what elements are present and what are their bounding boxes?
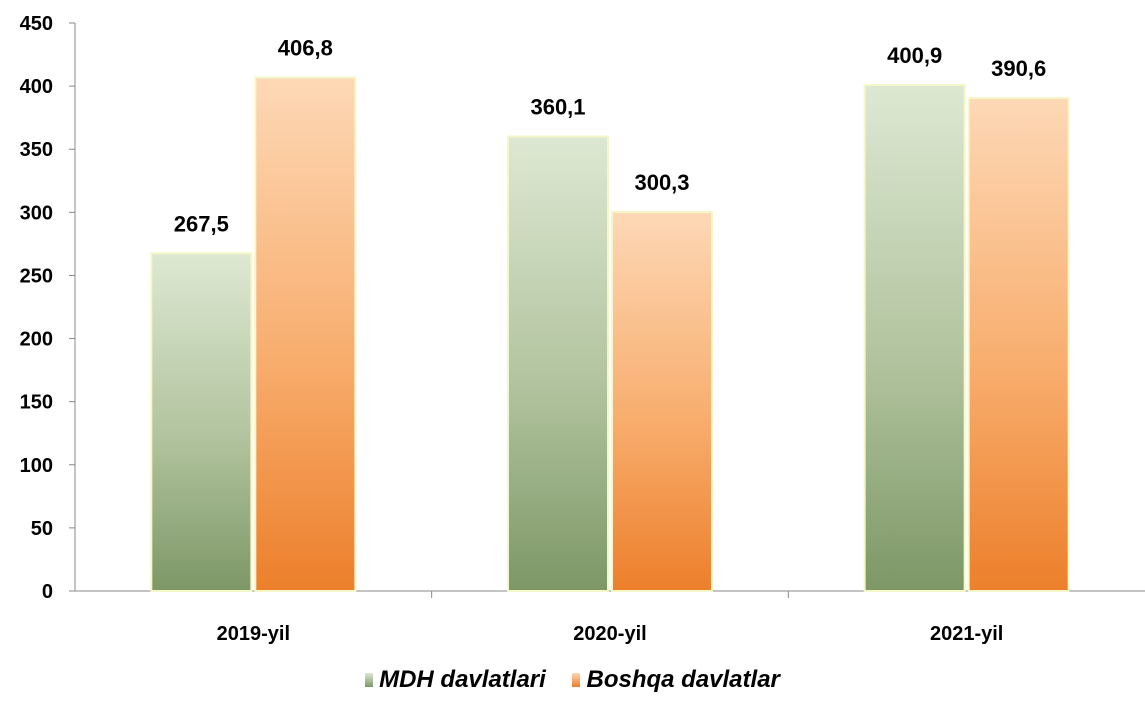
bar-mdh [150,252,253,592]
y-tick-label: 100 [20,455,53,477]
legend-swatch-boshqa [572,673,581,687]
data-label: 267,5 [174,211,229,236]
bar-boshqa [967,96,1070,592]
data-label: 400,9 [887,43,942,68]
data-labels: 267,5 406,8 360,1 300,3 400,9 390,6 [174,36,1046,237]
y-tick-label: 400 [20,76,53,98]
bar-mdh [507,135,609,592]
data-label: 300,3 [634,170,689,195]
y-tick-label: 150 [20,392,53,414]
legend-label-boshqa: Boshqa davlatlar [586,666,780,693]
legend-swatch-mdh [365,673,374,687]
data-label: 360,1 [530,94,585,119]
data-label: 390,6 [991,56,1046,81]
data-label: 406,8 [278,36,333,61]
y-tick-label: 0 [42,581,53,603]
legend-item-mdh: MDH davlatlari [365,666,546,694]
legend: MDH davlatlari Boshqa davlatlar [0,666,1145,694]
y-tick-label: 300 [20,202,53,224]
bar-mdh [863,83,966,593]
x-category-label: 2021-yil [930,623,1003,645]
bar-boshqa [254,76,357,592]
y-tick-label: 200 [20,329,53,351]
y-tick-label: 450 [20,13,53,35]
axes: 0 50 100 150 200 250 300 350 400 450 2019-yil 2020-… [20,13,1145,645]
x-category-label: 2020-yil [573,623,646,645]
y-tick-label: 250 [20,265,53,287]
legend-label-mdh: MDH davlatlari [379,666,546,693]
x-category-label: 2019-yil [217,623,290,645]
y-tick-label: 350 [20,139,53,161]
bars [150,76,1070,593]
bar-boshqa [611,210,713,592]
legend-item-boshqa: Boshqa davlatlar [572,666,780,694]
bar-chart: 0 50 100 150 200 250 300 350 400 450 2019-yil 2020-… [20,13,1145,645]
y-tick-label: 50 [31,518,53,540]
